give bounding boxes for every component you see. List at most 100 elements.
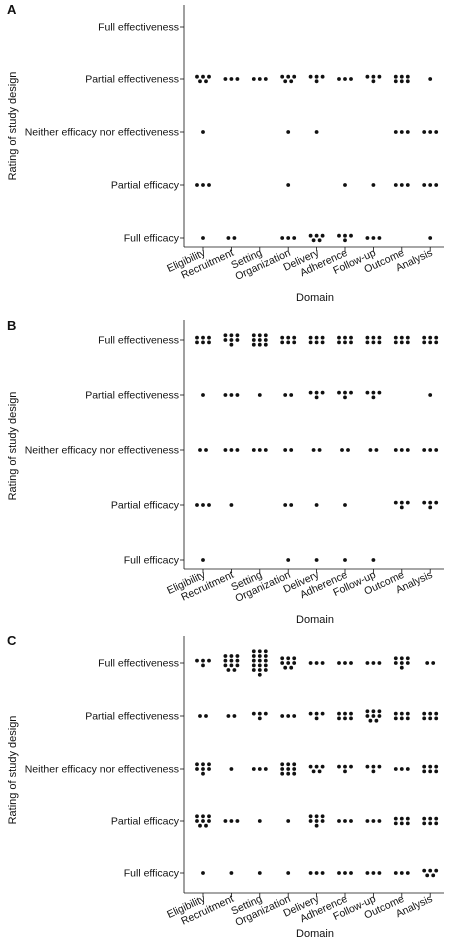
data-point	[280, 236, 285, 240]
data-point	[337, 764, 341, 769]
data-point	[263, 338, 268, 342]
data-point	[349, 764, 353, 769]
data-point	[371, 819, 376, 823]
data-point	[393, 79, 398, 84]
data-point	[263, 448, 268, 452]
data-point	[286, 714, 291, 718]
data-point	[428, 340, 433, 345]
data-point	[195, 819, 199, 823]
data-point	[292, 74, 297, 79]
data-point	[207, 340, 211, 345]
data-point	[229, 342, 234, 347]
data-point	[405, 661, 410, 665]
data-point	[371, 340, 376, 345]
data-point	[229, 393, 234, 397]
data-point	[223, 658, 228, 663]
data-point	[195, 762, 199, 767]
data-point	[365, 335, 370, 340]
data-point	[377, 714, 382, 718]
data-point	[422, 130, 427, 134]
data-point	[422, 716, 427, 721]
data-point	[405, 340, 410, 345]
data-point	[377, 819, 382, 823]
data-point	[365, 236, 370, 240]
data-point	[263, 77, 268, 81]
data-point	[371, 558, 376, 562]
y-tick-label: Partial efficacy	[111, 500, 180, 512]
data-point	[251, 654, 256, 658]
data-point	[393, 183, 398, 187]
data-point	[320, 871, 325, 875]
data-point	[280, 714, 285, 718]
data-point	[204, 823, 208, 828]
data-point	[257, 649, 262, 654]
data-point	[314, 130, 319, 134]
data-point	[201, 183, 205, 187]
data-point	[257, 819, 262, 823]
data-point	[263, 663, 268, 668]
data-point	[195, 767, 199, 771]
data-point	[257, 658, 262, 663]
data-point	[207, 819, 211, 823]
data-point	[343, 340, 347, 345]
data-point	[201, 74, 205, 79]
data-point	[308, 390, 313, 395]
data-point	[377, 390, 382, 395]
data-point	[337, 716, 341, 721]
data-point	[393, 816, 398, 821]
data-point	[368, 448, 373, 452]
data-point	[371, 769, 376, 774]
data-point	[223, 338, 228, 342]
data-point	[428, 816, 433, 821]
data-point	[349, 871, 353, 875]
data-point	[337, 711, 341, 716]
data-point	[223, 663, 228, 668]
data-point	[195, 74, 199, 79]
data-point	[308, 814, 313, 819]
data-point	[374, 448, 379, 452]
data-point	[229, 77, 234, 81]
data-point	[399, 505, 404, 510]
data-point	[314, 395, 319, 400]
data-point	[422, 448, 427, 452]
data-point	[223, 333, 228, 338]
data-point	[349, 819, 353, 823]
data-point	[343, 395, 347, 400]
y-tick-label: Neither efficacy nor effectiveness	[25, 764, 179, 776]
data-point	[425, 873, 430, 878]
data-point	[405, 821, 410, 826]
data-point	[337, 871, 341, 875]
data-point	[377, 709, 382, 714]
data-point	[286, 656, 291, 661]
data-point	[434, 340, 439, 345]
data-point	[428, 500, 433, 505]
data-point	[422, 769, 427, 774]
data-point	[399, 816, 404, 821]
data-point	[229, 333, 234, 338]
data-point	[286, 819, 291, 823]
y-tick-label: Full effectiveness	[98, 658, 179, 670]
data-point	[422, 711, 427, 716]
data-point	[195, 183, 199, 187]
data-point	[283, 665, 288, 670]
data-point	[405, 335, 410, 340]
data-point	[337, 390, 341, 395]
data-point	[371, 871, 376, 875]
data-point	[320, 74, 325, 79]
data-point	[314, 558, 319, 562]
data-point	[314, 711, 319, 716]
data-point	[399, 665, 404, 670]
data-point	[232, 236, 237, 240]
data-point	[198, 823, 202, 828]
data-point	[405, 130, 410, 134]
data-point	[195, 335, 199, 340]
data-point	[428, 716, 433, 721]
data-point	[201, 340, 205, 345]
data-point	[314, 871, 319, 875]
data-point	[399, 871, 404, 875]
data-point	[320, 661, 325, 665]
data-point	[374, 718, 379, 723]
data-point	[251, 333, 256, 338]
x-axis-title: Domain	[296, 928, 334, 940]
data-point	[405, 871, 410, 875]
